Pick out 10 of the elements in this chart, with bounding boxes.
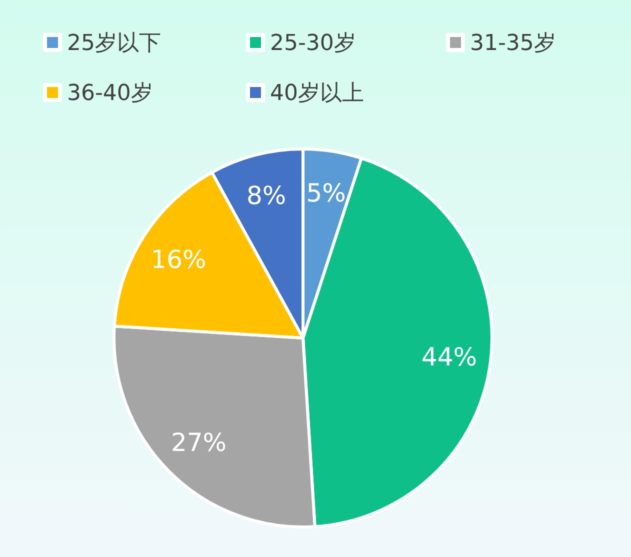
legend-label: 25岁以下 [67,31,161,56]
data-label: 16% [150,245,206,274]
data-label: 8% [246,181,286,210]
data-label: 5% [306,178,346,208]
legend-label: 31-35岁 [470,31,556,56]
legend-label: 25-30岁 [270,31,356,56]
legend-label: 36-40岁 [67,81,153,106]
legend-label: 40岁以上 [270,81,364,106]
data-label: 27% [170,428,227,458]
data-label: 44% [421,342,478,372]
